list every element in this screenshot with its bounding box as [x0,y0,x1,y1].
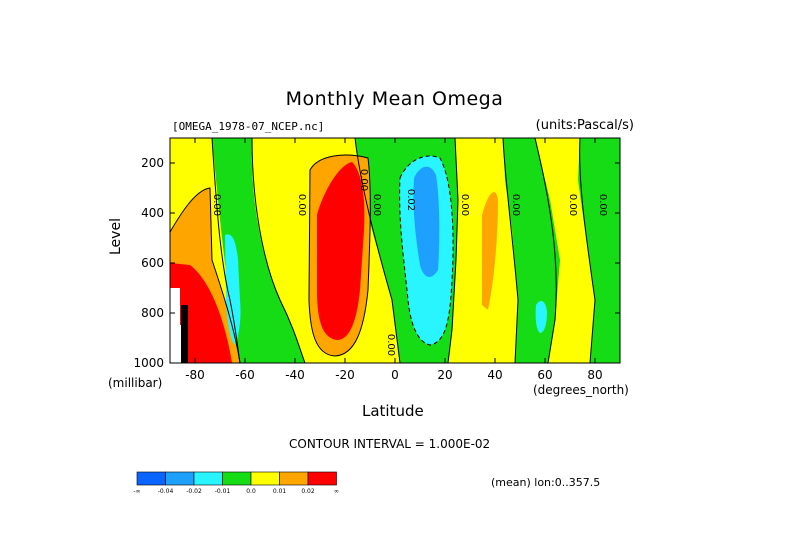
colorbar-swatch [250,471,280,486]
contour-line [211,137,241,364]
y-tick-label: 800 [141,306,164,320]
contour-label: 0.00 [597,194,608,216]
contour-label: 0.02 [405,189,416,211]
colorbar-swatch [136,471,166,486]
contour-line [502,137,519,364]
colorbar-label: -0.01 [215,488,231,495]
field-blue-eq [413,166,440,277]
y-tick-label: 600 [141,256,164,270]
contour-interval-text: CONTOUR INTERVAL = 1.000E-02 [289,437,491,451]
colorbar-label: 0.02 [301,488,315,495]
contour-label-layer: 0.00 0.00 0.00 0.02 0.00 0.00 0.00 0.000.000.00 [211,169,608,356]
contour-line [579,137,596,364]
x-tick-label: -60 [235,368,255,382]
contour-label: 0.00 [211,194,222,216]
x-tick-label: 40 [487,368,502,382]
contour-label: 0.00 [567,194,578,216]
y-tick-label: 400 [141,206,164,220]
contour-line [534,137,557,364]
colorbar-swatch [222,471,252,486]
colorbar-label: -0.02 [186,488,202,495]
x-axis-unit: (degrees_north) [533,383,629,397]
x-tick-label: 60 [537,368,552,382]
contour-line [251,137,306,364]
units-label: (units:Pascal/s) [535,118,634,133]
x-tick-label: -80 [185,368,205,382]
contour-label: 0.00 [296,194,307,216]
contour-label: 0.00 [510,194,521,216]
colorbar-label: 0.01 [273,488,287,495]
colorbar-label: 0.0 [246,488,256,495]
y-tick-label: 200 [141,156,164,170]
field-cyan-polar [225,234,241,345]
contour-label: 0.00 [459,194,470,216]
x-tick-label: -20 [335,368,355,382]
contour-label: 0.00 [385,334,396,356]
contour-fill-layer [170,138,620,363]
x-tick-label: 80 [587,368,602,382]
colorbar-label: -∞ [133,488,140,495]
x-axis-label: Latitude [362,402,424,420]
contour-line [169,187,241,364]
x-tick-label: 0 [391,368,399,382]
field-cyan-60n [535,300,547,333]
contour-label: 0.00 [358,169,369,191]
colorbar-swatch [165,471,195,486]
contour-line [447,137,459,364]
contour-line [308,154,371,357]
y-tick-label: 1000 [133,356,164,370]
colorbar-swatch [307,471,337,486]
mean-lon-text: (mean) lon:0..357.5 [491,476,601,489]
contour-lines [169,137,596,364]
x-tick-layer: -80 -60 -40 -20 0 20 40 60 80 [185,138,603,382]
chart-title: Monthly Mean Omega [285,88,504,110]
field-orange-35n [482,192,498,310]
x-tick-label: 20 [437,368,452,382]
field-red-sub [317,162,365,340]
file-label: [OMEGA_1978-07_NCEP.nc] [172,120,325,133]
y-axis-unit: (millibar) [108,376,163,390]
colorbar-label: ∞ [334,488,339,495]
colorbar-swatch [193,471,223,486]
field-missing-black [181,305,188,363]
colorbar-label: -0.04 [158,488,174,495]
colorbar-swatch [279,471,309,486]
y-tick-layer: 200 400 600 800 1000 [133,156,620,370]
contour-line [354,137,401,364]
x-tick-label: -40 [285,368,305,382]
contour-label: 0.00 [371,194,382,216]
field-green-d [578,138,620,363]
contour-line [399,155,454,346]
colorbar: -∞ -0.04 -0.02 -0.01 0.0 0.01 0.02 ∞ [133,471,339,495]
